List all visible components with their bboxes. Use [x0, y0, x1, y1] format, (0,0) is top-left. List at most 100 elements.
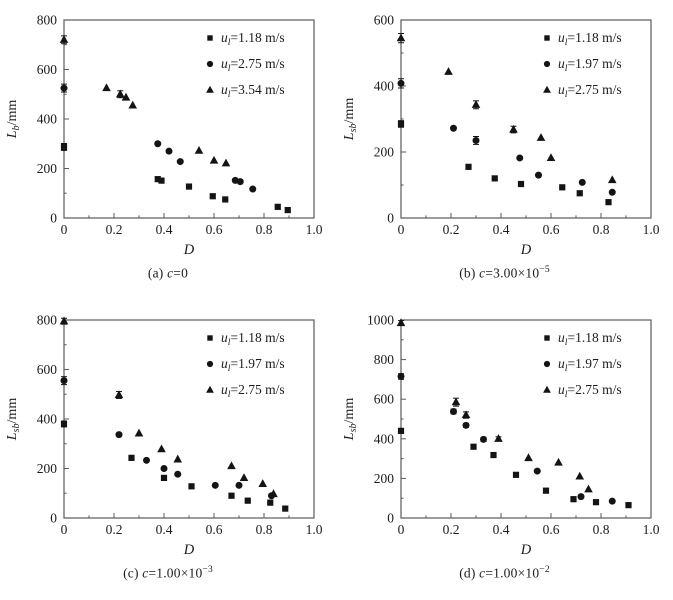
legend: ul=1.18 m/s ul=1.97 m/s ul=2.75 m/s — [542, 330, 622, 400]
data-point-circle — [462, 421, 469, 429]
caption-index: (c) — [123, 565, 143, 581]
data-point-square — [397, 427, 404, 434]
data-point-square — [542, 487, 549, 494]
data-point-triangle — [114, 390, 124, 399]
x-tick-label: 0.6 — [206, 522, 223, 537]
data-point-square — [624, 502, 632, 509]
x-tick-label: 0.2 — [106, 522, 123, 537]
data-point-circle — [176, 158, 184, 166]
data-point-square — [228, 492, 235, 499]
data-point-triangle — [134, 428, 144, 437]
data-point-square — [154, 176, 161, 183]
data-point-circle — [577, 493, 584, 501]
data-point-triangle — [258, 479, 268, 487]
legend-label: ul=2.75 m/s — [221, 382, 285, 400]
data-point-circle — [206, 360, 214, 368]
data-point-triangle — [209, 155, 219, 164]
data-point-square — [491, 175, 498, 182]
data-point-triangle — [546, 153, 555, 162]
y-tick-label: 200 — [37, 461, 58, 476]
data-point-triangle — [542, 385, 551, 393]
legend-label: ul=1.18 m/s — [221, 330, 285, 348]
axis-frame — [399, 19, 652, 219]
data-point-triangle — [59, 316, 69, 325]
x-tick-label: 0 — [61, 522, 68, 537]
data-point-square — [543, 335, 550, 341]
legend-label: ul=1.18 m/s — [558, 30, 622, 48]
data-point-circle — [115, 431, 123, 439]
data-point-triangle — [269, 489, 278, 498]
x-tick-label: 1.0 — [642, 522, 659, 537]
y-tick-label: 200 — [373, 145, 394, 160]
subplot-a-caption: (a) c=0 — [148, 265, 188, 282]
data-point-triangle — [157, 444, 166, 453]
y-tick-label: 600 — [373, 392, 394, 407]
x-tick-label: 1.0 — [306, 222, 323, 237]
data-point-triangle — [523, 453, 533, 462]
x-tick-label: 0.8 — [592, 522, 609, 537]
data-point-square — [592, 499, 599, 506]
data-point-circle — [165, 147, 173, 155]
data-point-triangle — [607, 175, 617, 184]
y-tick-label: 400 — [373, 79, 394, 94]
y-tick-label: 400 — [373, 431, 394, 446]
data-point-square — [274, 203, 281, 210]
data-point-circle — [236, 178, 244, 186]
data-point-triangle — [574, 471, 584, 480]
data-point-circle — [235, 481, 243, 489]
data-point-circle — [397, 372, 404, 380]
data-point-square — [222, 196, 229, 203]
subplot-b-plot: 0 0.2 0.4 0.6 0.8 1.0 0 200 400 600 D Lsb/mm ul=1.18… — [342, 13, 660, 259]
x-tick-label: 1.0 — [642, 222, 659, 237]
data-point-circle — [143, 456, 150, 464]
y-tick-label: 600 — [373, 13, 394, 28]
x-tick-label: 0.4 — [156, 222, 173, 237]
y-axis-label: Lsb/mm — [342, 98, 359, 142]
caption-exponent: −5 — [539, 265, 550, 275]
x-tick-label: 0.4 — [156, 522, 173, 537]
subplot-c: 0 0.2 0.4 0.6 0.8 1.0 0 200 400 600 800 D Lsb/mm ul=1… — [0, 300, 336, 600]
series-square — [397, 120, 612, 206]
series-circle — [397, 78, 616, 196]
data-point-triangle — [194, 145, 204, 154]
series-triangle — [396, 318, 593, 493]
data-point-triangle — [102, 83, 111, 92]
x-tick-label: 0.8 — [256, 522, 273, 537]
x-tick-label: 0 — [397, 222, 404, 237]
data-point-circle — [543, 360, 550, 368]
caption-variable: c — [479, 265, 486, 281]
data-point-triangle — [239, 473, 249, 482]
data-point-square — [512, 471, 519, 478]
data-point-square — [284, 206, 291, 214]
subplot-c-plot: 0 0.2 0.4 0.6 0.8 1.0 0 200 400 600 800 D Lsb/mm ul=1… — [5, 313, 323, 559]
data-point-circle — [543, 60, 550, 68]
caption-index: (b) — [459, 265, 480, 281]
data-point-triangle — [128, 100, 138, 109]
subplot-d-plot: 0 0.2 0.4 0.6 0.8 1.0 0 200 400 600 800 1000 D Lsb/mm… — [342, 313, 660, 559]
data-point-circle — [206, 60, 214, 68]
x-axis-label: D — [519, 242, 531, 258]
x-tick-label: 0.8 — [256, 222, 273, 237]
data-point-circle — [479, 435, 487, 443]
data-point-square — [558, 184, 565, 191]
y-tick-label: 200 — [373, 471, 394, 486]
legend-label: ul=3.54 m/s — [221, 82, 285, 100]
data-point-square — [185, 183, 193, 190]
legend-label: ul=1.97 m/s — [558, 56, 622, 74]
data-point-square — [209, 193, 216, 200]
data-point-circle — [449, 407, 457, 415]
y-tick-label: 800 — [37, 13, 58, 28]
data-point-circle — [608, 188, 616, 196]
data-point-square — [543, 35, 550, 41]
x-axis-label: D — [183, 242, 195, 258]
data-point-circle — [174, 470, 182, 478]
data-point-square — [469, 443, 477, 450]
axes: 0 0.2 0.4 0.6 0.8 1.0 0 200 400 600 — [373, 13, 659, 238]
legend-label: ul=2.75 m/s — [221, 56, 285, 74]
y-tick-label: 0 — [387, 511, 394, 526]
data-point-square — [207, 35, 213, 41]
data-point-circle — [472, 136, 479, 144]
data-point-square — [60, 420, 68, 428]
legend-label: ul=1.97 m/s — [558, 356, 622, 374]
x-tick-label: 0 — [397, 522, 404, 537]
